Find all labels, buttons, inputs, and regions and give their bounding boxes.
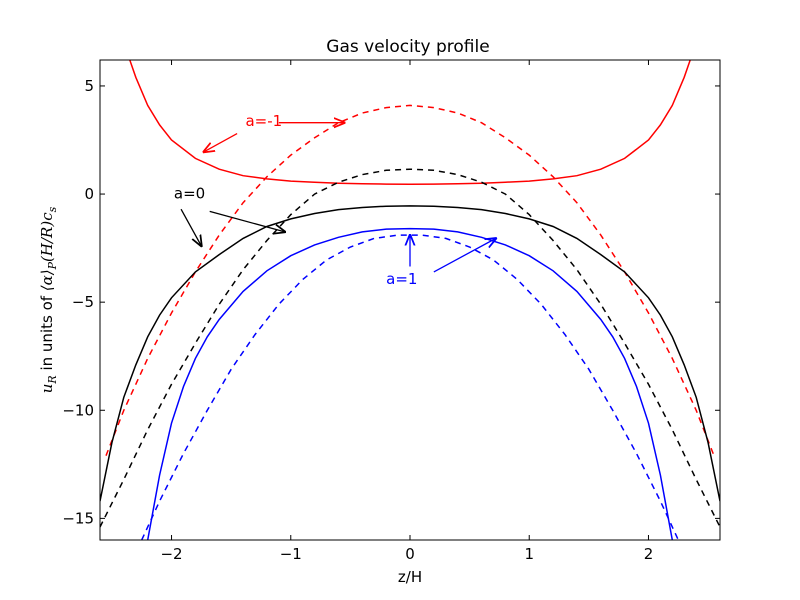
y-label-u: u <box>38 384 56 394</box>
x-axis-label: z/H <box>398 568 422 586</box>
annotation-label-0: a=-1 <box>245 112 282 130</box>
y-label-hr: (H/R)c <box>38 212 56 262</box>
y-label-u-sub: R <box>46 375 59 384</box>
annotation-arrow-0-1 <box>204 132 238 152</box>
annotation-label-1: a=0 <box>174 184 205 202</box>
series-line-a-1-dashed <box>105 104 715 456</box>
annotation-arrow-1-0 <box>180 208 201 246</box>
y-tick-label: −5 <box>72 293 94 311</box>
x-tick-label: −2 <box>160 545 182 563</box>
y-label-hr-sub: s <box>46 206 59 212</box>
series-line-a-1-solid <box>129 60 691 186</box>
y-tick-label: 0 <box>84 185 94 203</box>
x-tick-label: 0 <box>405 545 415 563</box>
annotation-arrow-2-1 <box>433 238 496 273</box>
x-tick-label: 1 <box>524 545 534 563</box>
y-label-text: in units of <box>38 295 56 370</box>
series-line-a1-dashed <box>141 234 679 540</box>
annotation-label-2: a=1 <box>386 270 417 288</box>
series-line-a0-dashed <box>100 168 720 528</box>
y-tick-label: −15 <box>62 509 94 527</box>
x-tick-label: −1 <box>280 545 302 563</box>
y-label-alpha-sub: P <box>46 261 59 270</box>
series-group <box>100 60 720 540</box>
y-axis-label: uR in units of ⟨α⟩P(H/R)cs <box>38 206 59 393</box>
y-axis-ticks: 5 0 −5 −10 −15 <box>62 77 720 527</box>
annotation-arrow-1-1 <box>209 210 285 232</box>
x-tick-label: 2 <box>644 545 654 563</box>
x-axis-ticks: −2 −1 0 1 2 <box>160 60 653 563</box>
series-line-a1-solid <box>146 227 674 540</box>
chart-title: Gas velocity profile <box>326 37 489 57</box>
series-line-a0-solid <box>100 205 720 502</box>
y-tick-label: 5 <box>84 77 94 95</box>
y-label-alpha: ⟨α⟩ <box>38 269 56 291</box>
y-tick-label: −10 <box>62 401 94 419</box>
annotation-group: a=-1 a=0 a=1 <box>174 112 496 288</box>
